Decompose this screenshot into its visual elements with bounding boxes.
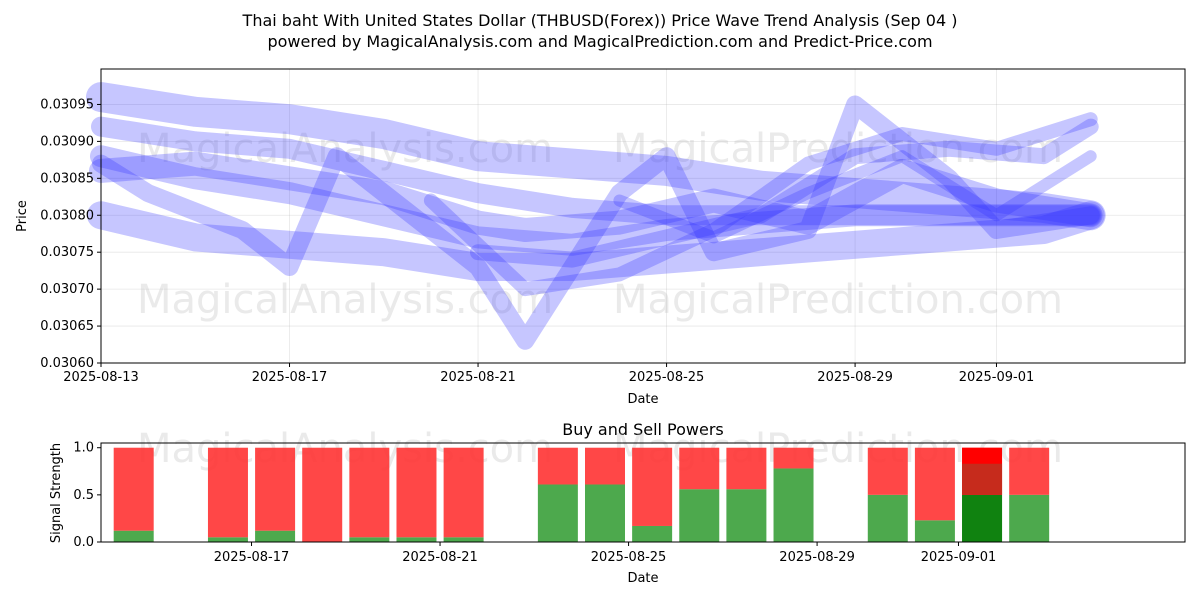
price-wave-0 xyxy=(86,82,1106,231)
signal-x-tick-3: 2025-08-29 xyxy=(779,550,855,565)
strong-buy-bar-15 xyxy=(962,494,1003,542)
signal-y-tick-0: 0.0 xyxy=(73,535,94,550)
price-y-tick-0: 0.03060 xyxy=(40,356,94,371)
price-wave-5 xyxy=(91,116,1101,226)
buy-bar-10 xyxy=(679,489,720,542)
price-y-tick-2: 0.03070 xyxy=(40,282,94,297)
price-plot-area xyxy=(101,69,1185,363)
price-wave-6 xyxy=(470,118,1099,268)
buy-bar-2 xyxy=(255,530,296,542)
buy-bar-16 xyxy=(1009,494,1050,542)
price-x-tick-0: 2025-08-13 xyxy=(63,370,139,385)
sell-bar-9 xyxy=(632,447,673,526)
price-plot-frame xyxy=(100,68,1186,364)
buy-bar-5 xyxy=(396,537,437,542)
signal-bars xyxy=(113,447,1050,542)
buy-bar-13 xyxy=(867,494,908,542)
sell-bar-6 xyxy=(443,447,484,538)
sell-bar-5 xyxy=(396,447,437,538)
buy-bar-1 xyxy=(207,537,248,542)
sell-bar-7 xyxy=(537,447,578,485)
buy-bar-0 xyxy=(113,530,154,542)
watermark-analysis-bottom: MagicalAnalysis.com xyxy=(137,426,553,472)
signal-x-ticks: 2025-08-17 2025-08-21 2025-08-25 2025-08-29… xyxy=(214,542,997,565)
sell-bar-13 xyxy=(867,447,908,495)
signal-x-tick-1: 2025-08-21 xyxy=(402,550,478,565)
signal-y-tick-2: 1.0 xyxy=(73,441,94,456)
price-wave-8 xyxy=(613,150,1097,244)
price-wave-3 xyxy=(92,95,1100,350)
price-y-tick-5: 0.03085 xyxy=(40,171,94,186)
signal-x-tick-2: 2025-08-25 xyxy=(591,550,667,565)
buy-bar-8 xyxy=(585,484,625,542)
price-wave-2 xyxy=(90,145,1102,256)
sell-bar-16 xyxy=(1009,447,1050,495)
price-wave-4 xyxy=(89,151,1103,242)
buy-bar-6 xyxy=(443,537,484,542)
buy-bar-7 xyxy=(537,484,578,542)
buy-bar-9 xyxy=(632,525,673,542)
chart-title-line2: powered by MagicalAnalysis.com and Magic… xyxy=(267,32,932,51)
watermark-prediction-top2: MagicalPrediction.com xyxy=(613,277,1063,323)
watermark-prediction-top1: MagicalPrediction.com xyxy=(613,126,1063,172)
signal-x-axis-label: Date xyxy=(627,571,658,586)
sell-bar-11 xyxy=(726,447,767,490)
price-x-axis-label: Date xyxy=(627,392,658,407)
price-y-axis-label: Price xyxy=(15,200,30,232)
chart-title-line1: Thai baht With United States Dollar (THB… xyxy=(242,11,958,30)
signal-chart-title: Buy and Sell Powers xyxy=(562,420,724,439)
price-y-tick-7: 0.03095 xyxy=(40,97,94,112)
strong-mix-bar-15 xyxy=(962,463,1003,495)
price-y-tick-6: 0.03090 xyxy=(40,134,94,149)
price-x-tick-3: 2025-08-25 xyxy=(629,370,705,385)
price-x-tick-5: 2025-09-01 xyxy=(959,370,1035,385)
price-waves xyxy=(86,82,1106,350)
signal-x-tick-0: 2025-08-17 xyxy=(214,550,290,565)
price-wave-1 xyxy=(87,201,1105,281)
price-x-ticks: 2025-08-13 2025-08-17 2025-08-21 2025-08-25… xyxy=(63,363,1034,385)
buy-bar-4 xyxy=(349,537,390,542)
sell-bar-0 xyxy=(113,447,154,531)
price-chart: MagicalAnalysis.com MagicalPrediction.co… xyxy=(15,68,1186,407)
signal-x-tick-4: 2025-09-01 xyxy=(921,550,997,565)
price-y-tick-3: 0.03075 xyxy=(40,245,94,260)
sell-bar-8 xyxy=(585,447,625,485)
price-y-tick-4: 0.03080 xyxy=(40,208,94,223)
sell-bar-4 xyxy=(349,447,390,538)
price-y-tick-1: 0.03065 xyxy=(40,319,94,334)
sell-bar-1 xyxy=(207,447,248,538)
buy-bar-12 xyxy=(773,468,814,542)
watermark-analysis-top1: MagicalAnalysis.com xyxy=(137,126,553,172)
price-watermarks: MagicalAnalysis.com MagicalPrediction.co… xyxy=(137,126,1063,323)
price-wave-7 xyxy=(423,112,1098,297)
signal-y-ticks: 0.0 0.5 1.0 xyxy=(73,441,101,550)
buy-bar-14 xyxy=(914,520,955,542)
sell-bar-2 xyxy=(255,447,296,531)
sell-bar-14 xyxy=(914,447,955,521)
price-x-tick-2: 2025-08-21 xyxy=(440,370,516,385)
price-y-ticks: 0.03060 0.03065 0.03070 0.03075 0.03080 0.030… xyxy=(40,97,101,371)
signal-y-axis-label: Signal Strength xyxy=(49,443,64,543)
price-x-tick-4: 2025-08-29 xyxy=(817,370,893,385)
signal-chart: Buy and Sell Powers MagicalAnalysis.com … xyxy=(49,420,1186,586)
sell-bar-12 xyxy=(773,447,814,469)
signal-plot-frame xyxy=(100,442,1186,543)
signal-y-tick-1: 0.5 xyxy=(73,488,94,503)
sell-bar-3 xyxy=(302,447,343,542)
watermark-analysis-top2: MagicalAnalysis.com xyxy=(137,277,553,323)
price-x-tick-1: 2025-08-17 xyxy=(252,370,328,385)
sell-bar-10 xyxy=(679,447,720,490)
buy-bar-11 xyxy=(726,489,767,542)
